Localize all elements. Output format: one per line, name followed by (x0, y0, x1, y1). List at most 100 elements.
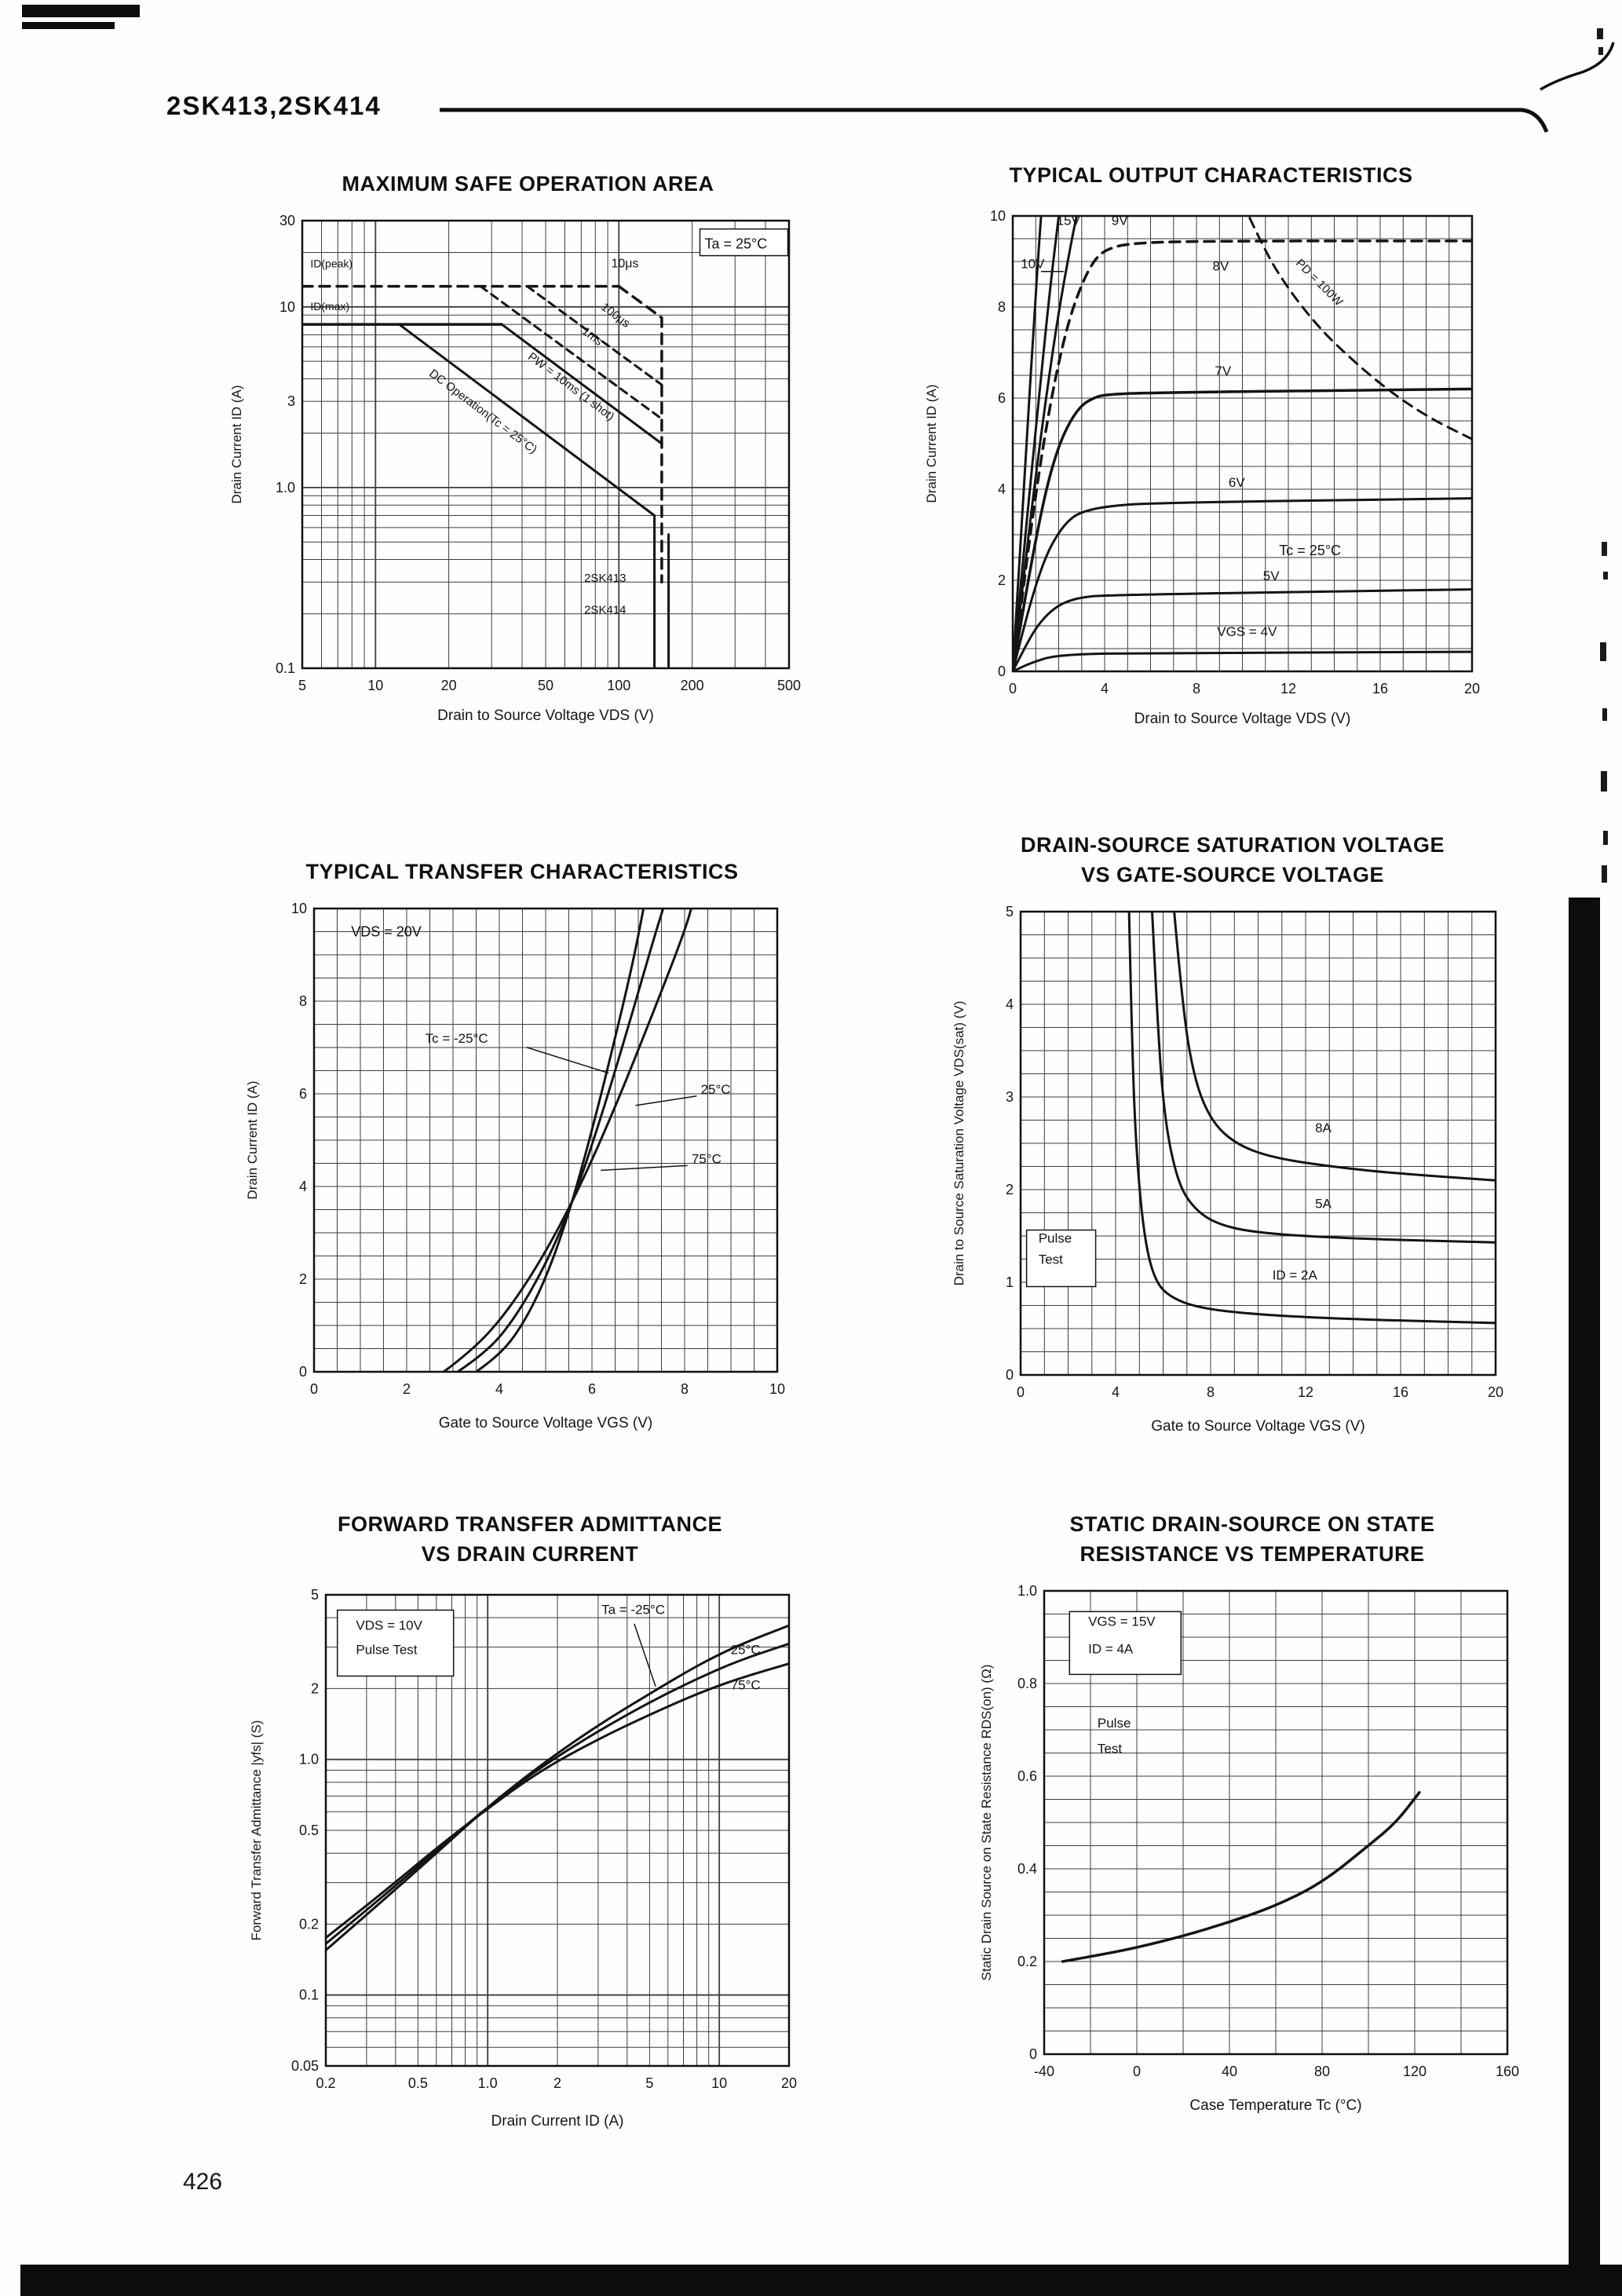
svg-text:0.1: 0.1 (299, 1987, 319, 2002)
svg-text:5V: 5V (1263, 569, 1280, 583)
svg-text:VGS = 15V: VGS = 15V (1088, 1614, 1156, 1629)
svg-text:Drain to Source Voltage VDS (: Drain to Source Voltage VDS (V) (1134, 711, 1351, 727)
svg-text:Drain Current ID (A): Drain Current ID (A) (229, 385, 244, 503)
svg-text:50: 50 (538, 678, 553, 693)
scan-artifact-margin-mark (1603, 572, 1608, 579)
svg-text:Pulse Test: Pulse Test (356, 1642, 417, 1657)
chart-canvas-output-characteristics: 0 4 8 12 16 20 0 2 4 6 8 10 Drain to Source Voltage … (919, 192, 1503, 738)
svg-text:4: 4 (495, 1381, 503, 1397)
svg-text:6: 6 (998, 390, 1006, 406)
svg-text:0: 0 (299, 1364, 307, 1380)
scan-artifact-margin-mark (1603, 831, 1608, 845)
svg-text:2: 2 (403, 1381, 411, 1397)
svg-text:3: 3 (287, 393, 295, 409)
scan-artifact-top-left-2 (22, 22, 115, 29)
scan-artifact-margin-mark (1602, 708, 1607, 721)
svg-text:ID = 4A: ID = 4A (1088, 1641, 1134, 1656)
chart-section-output-characteristics: TYPICAL OUTPUT CHARACTERISTICS 0 4 8 12 16 20… (919, 161, 1503, 738)
svg-text:Static Drain Source on State R: Static Drain Source on State Resistance … (979, 1664, 994, 1980)
svg-text:4: 4 (1112, 1384, 1120, 1400)
svg-text:0.05: 0.05 (291, 2058, 319, 2074)
scan-artifact-margin-mark (1598, 47, 1603, 55)
svg-text:200: 200 (681, 678, 704, 693)
chart-canvas-on-resistance: -40 0 40 80 120 160 0 0.2 0.4 0.6 0.8 1.0 Case Tempe… (974, 1571, 1531, 2125)
svg-text:VGS = 4V: VGS = 4V (1217, 624, 1277, 639)
svg-text:0: 0 (310, 1381, 318, 1397)
svg-text:VDS = 20V: VDS = 20V (351, 923, 422, 939)
svg-text:Forward Transfer Admittance |: Forward Transfer Admittance |yfs| (S) (249, 1720, 264, 1940)
svg-text:0.2: 0.2 (316, 2075, 335, 2091)
svg-text:1: 1 (1006, 1274, 1014, 1290)
header-rule (440, 108, 1549, 133)
svg-text:40: 40 (1222, 2064, 1237, 2079)
svg-text:2SK414: 2SK414 (584, 603, 626, 616)
svg-text:12: 12 (1280, 681, 1296, 696)
svg-text:7V: 7V (1215, 364, 1231, 378)
svg-text:160: 160 (1496, 2064, 1519, 2079)
svg-text:4: 4 (998, 481, 1006, 497)
svg-text:10: 10 (990, 208, 1006, 224)
svg-text:16: 16 (1372, 681, 1388, 696)
svg-text:DC Operation(Tc = 25°C): DC Operation(Tc = 25°C) (426, 367, 539, 456)
svg-text:0.2: 0.2 (1017, 1954, 1037, 1969)
scan-artifact-margin-mark (1602, 865, 1607, 883)
svg-text:Case Temperature Tc (°C): Case Temperature Tc (°C) (1189, 2097, 1361, 2114)
svg-text:10: 10 (769, 1381, 785, 1397)
chart-section-msoa: MAXIMUM SAFE OPERATION AREA 5 10 20 50 100 20… (224, 170, 832, 735)
svg-text:8: 8 (299, 993, 307, 1009)
svg-text:6: 6 (299, 1086, 307, 1102)
svg-text:Drain Current ID (A): Drain Current ID (A) (245, 1080, 260, 1199)
svg-text:0.5: 0.5 (299, 1823, 319, 1838)
svg-text:80: 80 (1314, 2064, 1330, 2079)
chart-title-saturation-voltage: DRAIN-SOURCE SATURATION VOLTAGE VS GATE-… (1021, 833, 1445, 887)
svg-text:15V: 15V (1057, 213, 1081, 228)
svg-text:Drain to Source Voltage VDS (: Drain to Source Voltage VDS (V) (437, 707, 654, 724)
svg-text:120: 120 (1403, 2064, 1427, 2079)
svg-text:6: 6 (588, 1381, 596, 1397)
svg-text:Pulse: Pulse (1039, 1230, 1072, 1245)
svg-text:0.8: 0.8 (1017, 1676, 1037, 1691)
svg-text:PD = 100W: PD = 100W (1293, 257, 1346, 309)
svg-text:0.1: 0.1 (276, 660, 295, 676)
svg-text:1.0: 1.0 (276, 480, 295, 495)
svg-text:2: 2 (299, 1271, 307, 1287)
svg-text:100: 100 (607, 678, 630, 693)
svg-text:Drain Current ID (A): Drain Current ID (A) (491, 2113, 624, 2130)
svg-text:0: 0 (998, 664, 1006, 679)
svg-text:Tc = 25°C: Tc = 25°C (1279, 543, 1341, 558)
svg-text:1.0: 1.0 (299, 1751, 319, 1767)
svg-text:20: 20 (781, 2075, 797, 2091)
svg-text:2: 2 (998, 572, 1006, 588)
scan-artifact-margin-mark (1601, 771, 1607, 792)
svg-text:Tc = -25°C: Tc = -25°C (426, 1031, 488, 1046)
chart-canvas-transfer-characteristics: 0 2 4 6 8 10 0 2 4 6 8 10 Gate to Source Voltage VGS… (239, 889, 805, 1442)
scan-artifact-margin-mark (1597, 28, 1603, 39)
svg-text:0.6: 0.6 (1017, 1768, 1037, 1784)
svg-text:Test: Test (1039, 1252, 1063, 1267)
svg-text:20: 20 (441, 678, 457, 693)
chart-title-forward-transfer-admittance: FORWARD TRANSFER ADMITTANCE VS DRAIN CUR… (338, 1512, 722, 1566)
svg-text:10V: 10V (1021, 256, 1045, 271)
svg-text:Gate to Source Voltage VGS (V: Gate to Source Voltage VGS (V) (439, 1415, 652, 1431)
svg-text:10: 10 (367, 678, 383, 693)
svg-text:0: 0 (1017, 1384, 1025, 1400)
scan-artifact-margin-mark (1600, 642, 1606, 661)
chart-section-transfer-characteristics: TYPICAL TRANSFER CHARACTERISTICS 0 2 4 6 8 10… (239, 857, 805, 1442)
svg-text:20: 20 (1464, 681, 1480, 696)
svg-text:10: 10 (291, 901, 307, 916)
svg-text:3: 3 (1006, 1089, 1014, 1105)
svg-text:8: 8 (998, 299, 1006, 315)
svg-text:Gate to Source Voltage VGS (V: Gate to Source Voltage VGS (V) (1151, 1418, 1364, 1435)
svg-text:75°C: 75°C (692, 1151, 721, 1166)
svg-text:0: 0 (1029, 2046, 1037, 2062)
svg-text:0: 0 (1009, 681, 1017, 696)
svg-text:12: 12 (1298, 1384, 1313, 1400)
svg-text:8: 8 (681, 1381, 689, 1397)
chart-title-output-characteristics: TYPICAL OUTPUT CHARACTERISTICS (1009, 163, 1413, 187)
svg-text:500: 500 (777, 678, 801, 693)
svg-text:8A: 8A (1315, 1120, 1332, 1135)
svg-text:6V: 6V (1229, 475, 1245, 490)
svg-text:0: 0 (1133, 2064, 1141, 2079)
svg-text:2: 2 (1006, 1182, 1014, 1197)
